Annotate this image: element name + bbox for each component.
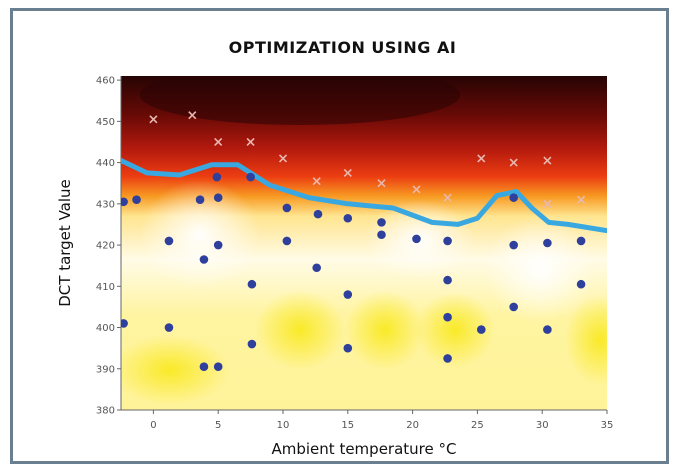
data-point-dot (543, 325, 552, 334)
data-point-dot (132, 195, 141, 205)
y-tick-label: 380 (96, 406, 115, 417)
data-point-cross (477, 154, 486, 163)
x-tick-label: 30 (536, 420, 549, 431)
data-point-dot (343, 290, 353, 299)
data-point-dot (282, 203, 292, 213)
data-point-cross (278, 154, 288, 163)
x-tick-label: 10 (277, 420, 290, 431)
data-point-cross (214, 137, 223, 147)
data-point-cross (343, 168, 352, 177)
data-point-dot (121, 319, 128, 328)
data-point-dot (576, 279, 586, 289)
y-tick-label: 450 (96, 117, 115, 128)
data-point-cross (543, 156, 552, 165)
data-point-cross (149, 115, 158, 124)
y-tick-label: 440 (96, 158, 115, 169)
data-point-dot (443, 275, 452, 285)
data-point-cross (577, 195, 586, 204)
data-point-dot (377, 218, 386, 227)
data-point-dot (164, 236, 174, 246)
data-point-cross (377, 179, 386, 188)
data-point-dot (213, 193, 223, 202)
data-point-cross (543, 199, 552, 208)
data-point-cross (443, 193, 452, 202)
data-point-dot (247, 279, 257, 289)
x-axis-label: Ambient temperature °C (272, 440, 457, 458)
axes (120, 76, 607, 411)
data-point-cross (246, 137, 255, 147)
data-point-cross (188, 111, 197, 120)
data-point-dot (313, 209, 323, 219)
y-tick-label: 430 (96, 199, 115, 210)
data-point-dot (377, 230, 386, 240)
y-tick-label: 410 (96, 282, 115, 293)
heatmap-background (121, 76, 607, 410)
boundary-curve (121, 158, 607, 234)
data-point-dot (195, 195, 205, 205)
y-axis-label: DCT target Value (56, 179, 74, 307)
data-point-dot (282, 236, 292, 246)
x-tick-label: 5 (215, 420, 221, 431)
data-point-dot (443, 236, 452, 246)
data-point-dot (576, 236, 586, 246)
data-point-dot (343, 343, 353, 353)
data-point-dot (247, 339, 257, 349)
data-point-cross (412, 185, 421, 194)
data-point-dot (343, 213, 353, 223)
x-tick-label: 0 (150, 420, 156, 431)
x-tick-label: 25 (471, 420, 484, 431)
data-point-dot (199, 362, 209, 372)
x-tick-label: 15 (341, 420, 354, 431)
data-point-dot (509, 302, 518, 312)
data-point-dot (509, 193, 518, 202)
data-point-dot (213, 362, 223, 372)
y-tick-label: 400 (96, 323, 115, 334)
data-point-cross (509, 158, 518, 167)
data-point-dot (212, 172, 222, 182)
x-tick-label: 35 (601, 420, 614, 431)
data-point-dot (213, 240, 223, 250)
data-point-dot (509, 240, 518, 250)
y-tick-label: 460 (96, 76, 115, 87)
data-point-dot (443, 312, 452, 322)
data-point-dot (312, 263, 321, 273)
x-tick-label: 20 (406, 420, 419, 431)
data-point-dot (121, 197, 128, 207)
data-point-dot (199, 255, 209, 264)
data-point-cross (312, 177, 321, 186)
data-point-dot (164, 323, 174, 332)
chart-title: OPTIMIZATION USING AI (228, 38, 457, 57)
data-point-dot (476, 325, 486, 334)
y-tick-label: 390 (96, 364, 115, 375)
data-point-dot (412, 234, 421, 244)
data-point-dot (443, 354, 452, 363)
data-point-dot (246, 172, 255, 182)
data-point-dot (543, 238, 552, 248)
y-tick-label: 420 (96, 241, 115, 252)
